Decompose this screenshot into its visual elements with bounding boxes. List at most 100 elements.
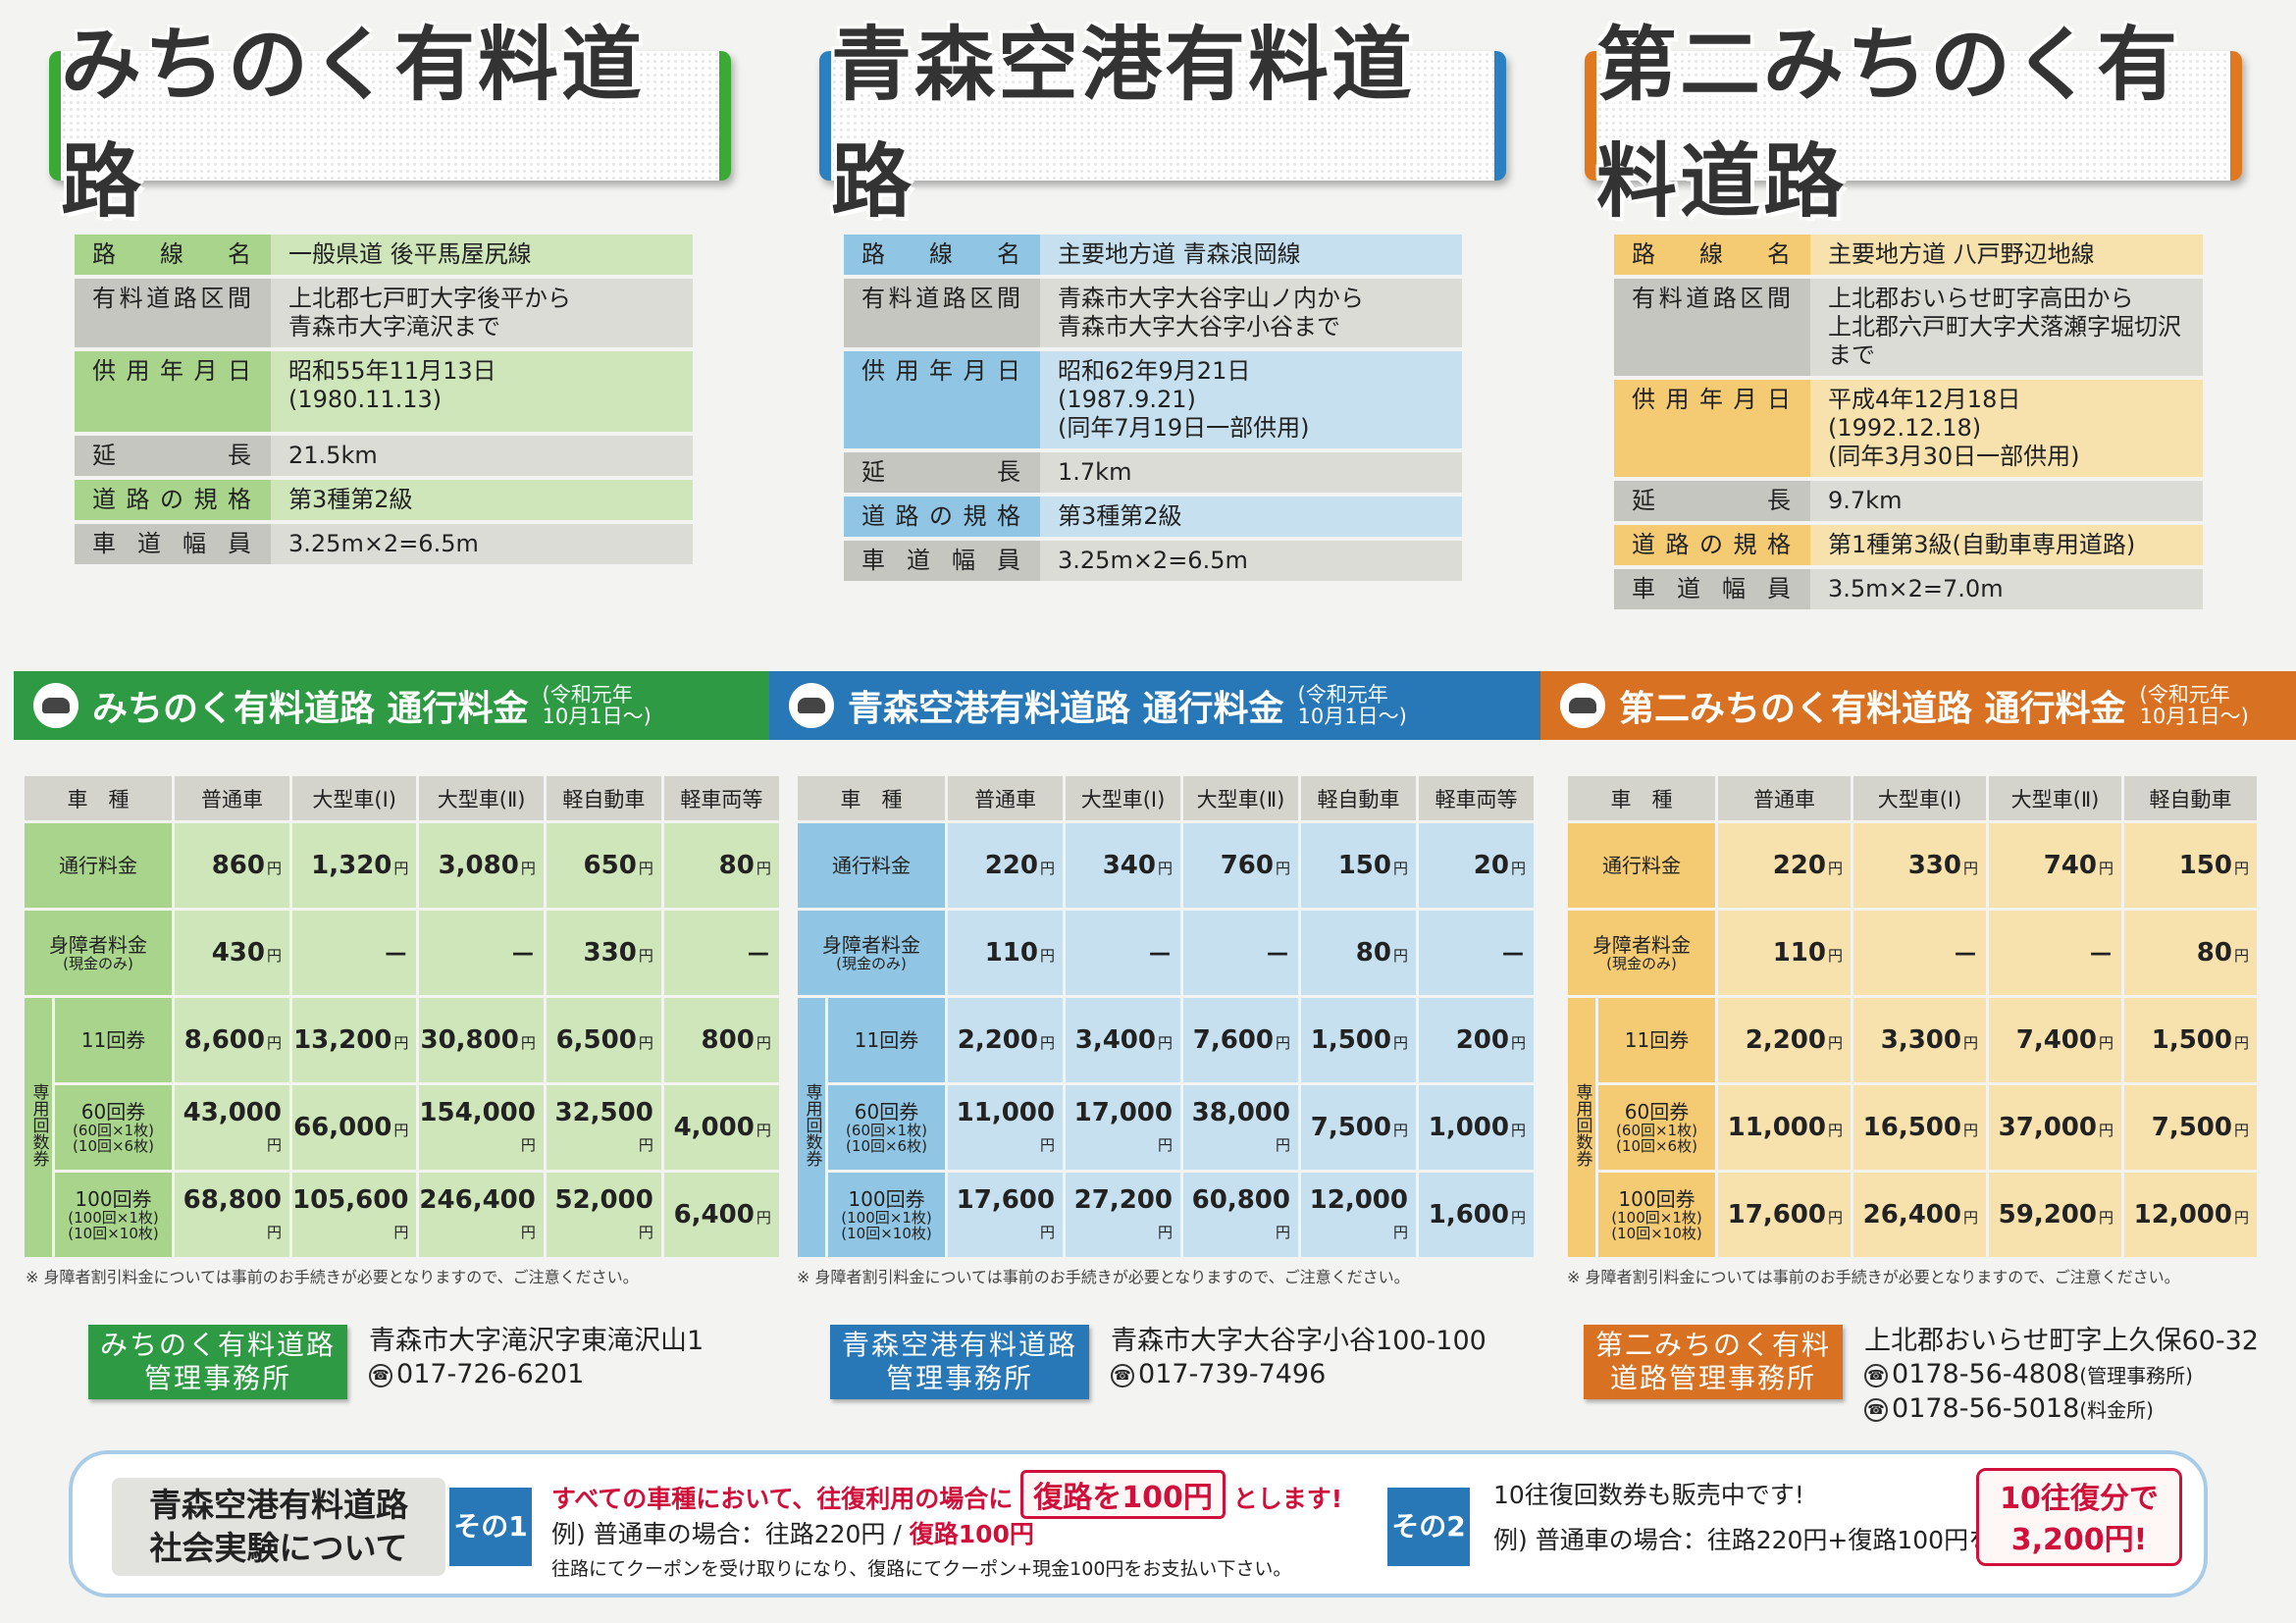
info-table-daini: 路線名 主要地方道 八戸野辺地線 有料道路区間 上北郡おいらせ町字高田から 上北郡六戸… (1614, 231, 2203, 613)
info-label: 有料道路区間 (844, 279, 1040, 347)
row-label: 身障者料金 (現金のみ) (798, 911, 945, 995)
fee-cell: － (292, 911, 417, 995)
info-label: 供用年月日 (75, 351, 271, 432)
fee-header: 普通車 (948, 776, 1063, 820)
fee-cell: 80 円 (663, 823, 779, 908)
fee-cell: 66,000 円 (292, 1085, 417, 1170)
fee-cell: 7,400 円 (1989, 998, 2121, 1082)
office-phone[interactable]: ☎ 0178-56-5018(料金所) (1864, 1392, 2259, 1427)
fee-header: 大型車(Ⅰ) (1853, 776, 1986, 820)
fee-cell: 340 円 (1066, 823, 1180, 908)
fee-cell: 13,200 円 (292, 998, 417, 1082)
band-title: みちのく有料道路 通行料金 (92, 689, 529, 729)
fee-cell: 200 円 (1419, 998, 1534, 1082)
info-value: 第3種第2級 (1040, 497, 1462, 537)
fee-header: 車 種 (25, 776, 172, 820)
car-icon (33, 683, 78, 728)
fee-cell: 7,500 円 (1301, 1085, 1416, 1170)
fee-cell: － (663, 911, 779, 995)
fee-cell: 1,000 円 (1419, 1085, 1534, 1170)
fee-header: 軽車両等 (663, 776, 779, 820)
fee-cell: 220 円 (1718, 823, 1851, 908)
info-label: 路線名 (75, 235, 271, 275)
office-michinoku: みちのく有料道路 管理事務所 青森市大字滝沢字東滝沢山1 ☎ 017-726-6201 (88, 1325, 704, 1399)
fee-header: 軽自動車 (546, 776, 661, 820)
row-label: 100回券 (100回×1枚) (10回×10枚) (55, 1173, 172, 1257)
fee-header: 普通車 (1718, 776, 1851, 820)
band-title: 青森空港有料道路 通行料金 (848, 689, 1284, 729)
phone-icon: ☎ (1864, 1363, 1889, 1387)
info-value: 3.25m×2=6.5m (271, 524, 693, 564)
fee-cell: 760 円 (1183, 823, 1298, 908)
office-phone[interactable]: ☎ 0178-56-4808(管理事務所) (1864, 1358, 2259, 1392)
fee-cell: 17,600円 (948, 1173, 1063, 1257)
experiment-heading: 青森空港有料道路 社会実験について (112, 1478, 445, 1576)
info-label: 有料道路区間 (75, 279, 271, 347)
fee-cell: 37,000 円 (1989, 1085, 2121, 1170)
title-aomori: 青森空港有料道路 (831, 19, 1416, 229)
fee-header: 車 種 (798, 776, 945, 820)
coupon-label: 専用回数券 (25, 998, 52, 1257)
fee-cell: 650 円 (546, 823, 661, 908)
office-phone[interactable]: ☎ 017-726-6201 (369, 1358, 704, 1391)
info-value: 3.25m×2=6.5m (1040, 541, 1462, 581)
phone-icon: ☎ (1111, 1363, 1135, 1387)
fee-header: 大型車(Ⅰ) (292, 776, 417, 820)
office-address: 青森市大字滝沢字東滝沢山1 (369, 1326, 704, 1356)
info-value: 9.7km (1810, 481, 2203, 521)
row-label: 身障者料金 (現金のみ) (25, 911, 172, 995)
info-label: 車道幅員 (1614, 569, 1810, 609)
office-phone[interactable]: ☎ 017-739-7496 (1111, 1358, 1487, 1391)
row-label: 11回券 (828, 998, 945, 1082)
fee-header: 軽自動車 (1301, 776, 1416, 820)
info-label: 延長 (1614, 481, 1810, 521)
fee-header: 大型車(Ⅰ) (1066, 776, 1180, 820)
fee-cell: 740 円 (1989, 823, 2121, 908)
info-label: 道路の規格 (844, 497, 1040, 537)
fee-header: 大型車(Ⅱ) (1989, 776, 2121, 820)
info-value: 上北郡七戸町大字後平から 青森市大字滝沢まで (271, 279, 693, 347)
office-daini: 第二みちのく有料 道路管理事務所 上北郡おいらせ町字上久保60-32 ☎ 0178-… (1584, 1325, 2259, 1427)
office-name: 第二みちのく有料 道路管理事務所 (1584, 1325, 1844, 1399)
experiment-tag-1: その1 (449, 1488, 532, 1566)
fee-cell: 246,400円 (419, 1173, 544, 1257)
fee-cell: 80 円 (1301, 911, 1416, 995)
fee-cell: 60,800円 (1183, 1173, 1298, 1257)
row-label: 100回券 (100回×1枚) (10回×10枚) (1598, 1173, 1715, 1257)
office-name: みちのく有料道路 管理事務所 (88, 1325, 348, 1399)
fee-cell: － (1989, 911, 2121, 995)
title-card-aomori: 青森空港有料道路 (819, 19, 1506, 229)
experiment-highlight: 10往復分で 3,200円! (1976, 1468, 2182, 1566)
row-label: 60回券 (60回×1枚) (10回×6枚) (55, 1085, 172, 1170)
fee-cell: 105,600円 (292, 1173, 417, 1257)
fee-cell: 52,000円 (546, 1173, 661, 1257)
info-label: 延長 (844, 452, 1040, 493)
social-experiment-box: 青森空港有料道路 社会実験について その1 すべての車種において、往復利用の場合に… (69, 1450, 2208, 1597)
fee-cell: 430 円 (175, 911, 289, 995)
fee-cell: 59,200 円 (1989, 1173, 2121, 1257)
info-label: 道路の規格 (75, 480, 271, 520)
fee-cell: 3,300 円 (1853, 998, 1986, 1082)
fee-cell: 32,500円 (546, 1085, 661, 1170)
title-card-daini: 第二みちのく有料道路 (1585, 19, 2242, 229)
coupon-label: 専用回数券 (1568, 998, 1595, 1257)
phone-icon: ☎ (1864, 1397, 1889, 1422)
fee-cell: 7,600 円 (1183, 998, 1298, 1082)
fee-cell: 1,320 円 (292, 823, 417, 908)
car-icon (1560, 683, 1605, 728)
fee-cell: － (1419, 911, 1534, 995)
info-value: 昭和62年9月21日 (1987.9.21) (同年7月19日一部供用) (1040, 351, 1462, 448)
experiment-line-3: 往路にてクーポンを受け取りになり、復路にてクーポン+現金100円をお支払い下さい… (551, 1558, 1292, 1580)
info-table-michinoku: 路線名 一般県道 後平馬屋尻線 有料道路区間 上北郡七戸町大字後平から 青森市大字滝沢… (75, 231, 693, 568)
office-address: 上北郡おいらせ町字上久保60-32 (1864, 1326, 2259, 1356)
info-value: 主要地方道 八戸野辺地線 (1810, 235, 2203, 275)
title-card-michinoku: みちのく有料道路 (49, 19, 731, 229)
fee-table-aomori: 車 種普通車 大型車(Ⅰ) 大型車(Ⅱ) 軽自動車 軽車両等 通行料金 220 円 340 円 76… (795, 773, 1537, 1260)
phone-icon: ☎ (369, 1363, 393, 1387)
fee-cell: － (419, 911, 544, 995)
fee-cell: 8,600 円 (175, 998, 289, 1082)
fee-header: 大型車(Ⅱ) (419, 776, 544, 820)
